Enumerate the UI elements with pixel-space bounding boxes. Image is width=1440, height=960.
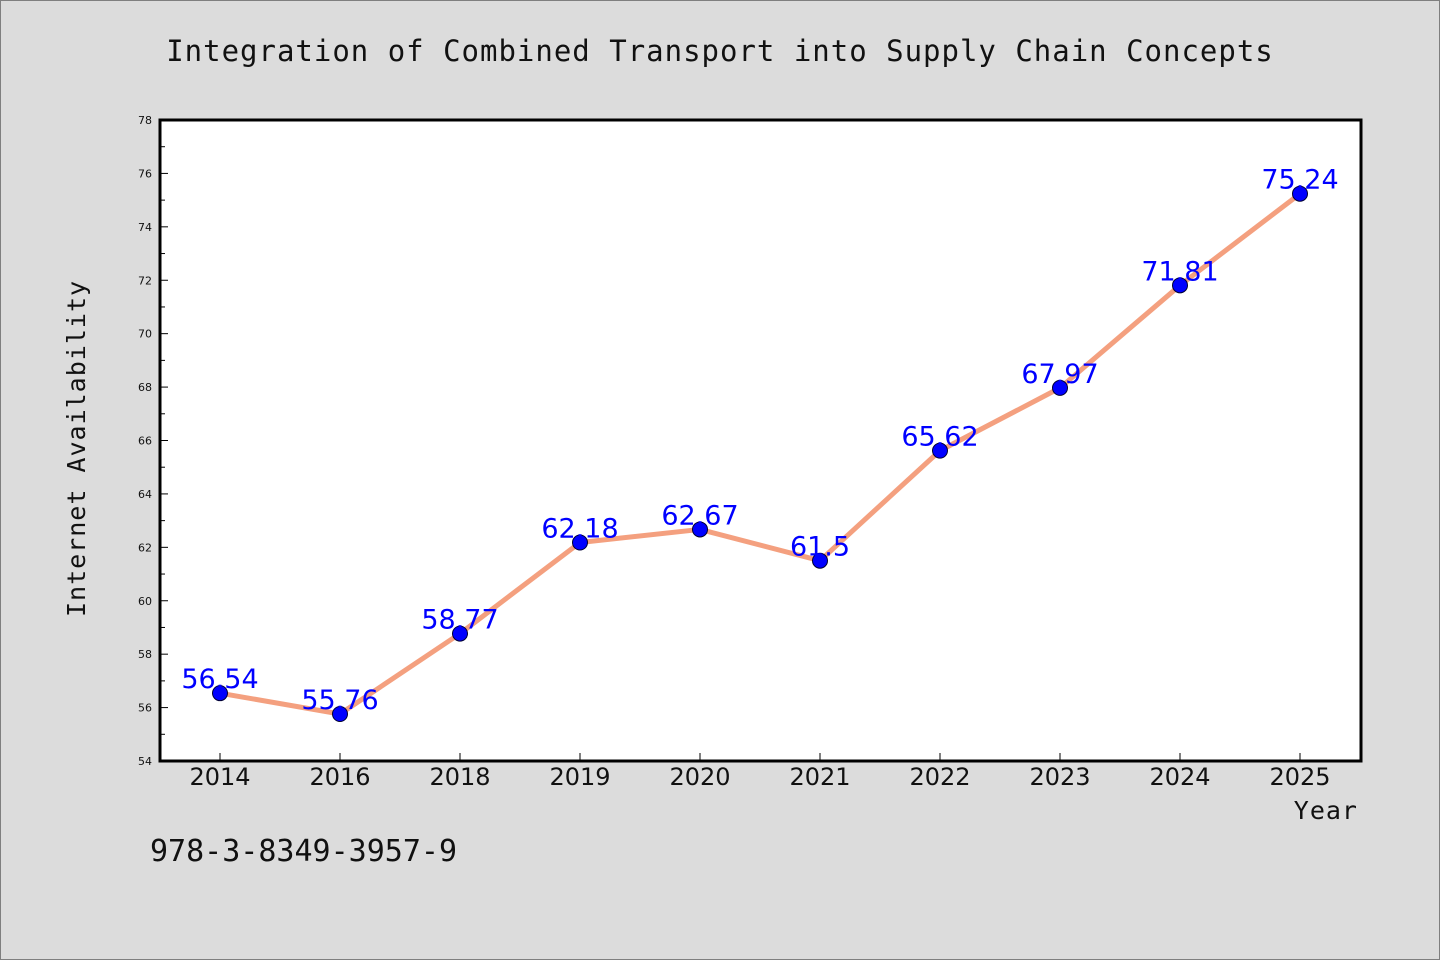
y-tick-label: 62: [138, 541, 152, 554]
data-point: [812, 552, 828, 569]
chart-title: Integration of Combined Transport into S…: [166, 34, 1274, 68]
y-axis: 54 56 58 60 62 64 66 68 70 72 74 76 78: [138, 114, 168, 768]
y-tick-label: 64: [138, 488, 152, 501]
data-label: 62.67: [661, 500, 738, 531]
y-tick-label: 68: [138, 381, 152, 394]
data-point: [452, 625, 468, 642]
data-label: 56.54: [181, 664, 258, 695]
y-tick-label: 66: [138, 435, 152, 448]
y-tick-label: 58: [138, 648, 152, 661]
data-point: [332, 705, 348, 722]
x-tick-label: 2021: [789, 763, 850, 791]
y-tick-label: 70: [138, 328, 152, 341]
data-labels: 56.54 55.76 58.77 62.18 62.67 61.5 65.62 67.97 7…: [181, 165, 1338, 716]
x-tick-label: 2014: [189, 763, 250, 791]
data-label: 71.81: [1141, 256, 1218, 287]
x-axis-label: Year: [1294, 796, 1358, 825]
x-tick-label: 2019: [549, 763, 610, 791]
y-tick-label: 72: [138, 274, 152, 287]
data-label: 61.5: [790, 532, 850, 563]
data-label: 55.76: [301, 685, 378, 716]
y-tick-label: 54: [138, 755, 152, 768]
data-point: [932, 442, 948, 459]
series-line: [219, 191, 1302, 717]
data-label: 75.24: [1261, 165, 1338, 196]
footer-isbn: 978-3-8349-3957-9: [150, 834, 458, 869]
y-tick-label: 76: [138, 167, 152, 180]
data-label: 65.62: [901, 422, 978, 453]
x-tick-label: 2020: [669, 763, 730, 791]
y-tick-label: 74: [138, 221, 152, 234]
x-tick-label: 2025: [1269, 763, 1330, 791]
x-tick-label: 2022: [909, 763, 970, 791]
data-point: [1292, 185, 1308, 202]
y-tick-label: 60: [138, 595, 152, 608]
series-markers: [212, 185, 1308, 722]
plot-area: [158, 118, 1363, 763]
x-tick-label: 2016: [309, 763, 370, 791]
y-axis-label: Internet Availability: [62, 280, 91, 617]
x-tick-label: 2018: [429, 763, 490, 791]
data-label: 58.77: [421, 605, 498, 636]
data-point: [212, 685, 228, 702]
data-label: 67.97: [1021, 359, 1098, 390]
x-tick-label: 2023: [1029, 763, 1090, 791]
data-point: [1052, 379, 1068, 396]
x-tick-label: 2024: [1149, 763, 1210, 791]
data-point: [572, 534, 588, 551]
data-point: [1172, 277, 1188, 294]
x-axis: 2014 2016 2018 2019 2020 2021 2022 2023 2024 2025: [189, 753, 1331, 791]
data-label: 62.18: [541, 514, 618, 545]
y-tick-label: 78: [138, 114, 152, 127]
data-point: [692, 521, 708, 538]
y-tick-label: 56: [138, 702, 152, 715]
